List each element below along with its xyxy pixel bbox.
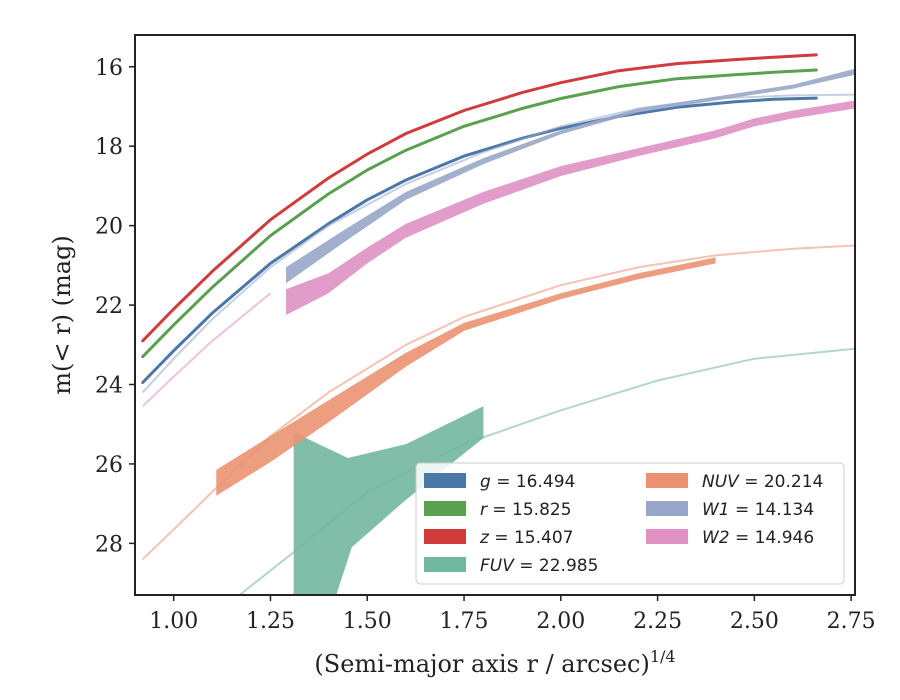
y-tick-label: 28 bbox=[95, 532, 123, 557]
legend-item: FUV = 22.985 bbox=[424, 556, 598, 576]
y-axis-label: m(< r) (mag) bbox=[48, 235, 76, 394]
y-tick-label: 26 bbox=[95, 453, 123, 478]
legend-item: W2 = 14.946 bbox=[646, 528, 814, 548]
series-fuv-band bbox=[293, 406, 484, 595]
series-z-line bbox=[141, 53, 818, 343]
x-axis-label: (Semi-major axis r / arcsec)1/4 bbox=[314, 647, 675, 678]
y-tick-label: 18 bbox=[95, 135, 123, 160]
legend-swatch bbox=[646, 473, 688, 488]
legend-item: z = 15.407 bbox=[424, 528, 573, 548]
legend-label: FUV = 22.985 bbox=[480, 556, 598, 576]
series-r-line bbox=[141, 68, 818, 359]
y-tick-label: 20 bbox=[95, 215, 123, 240]
legend-label: g = 16.494 bbox=[480, 472, 575, 492]
legend-item: r = 15.825 bbox=[424, 500, 572, 520]
axes: 1.00 1.25 1.50 1.75 2.00 2.25 2.50 2.75 16 18 20 22… bbox=[95, 34, 876, 634]
legend-swatch bbox=[646, 501, 688, 516]
plot-area bbox=[141, 53, 855, 595]
legend-item: W1 = 14.134 bbox=[646, 500, 814, 520]
legend: g = 16.494 r = 15.825 z = 15.407 FUV = 22.9… bbox=[415, 462, 845, 585]
y-tick-label: 22 bbox=[95, 294, 123, 319]
legend-item: NUV = 20.214 bbox=[646, 472, 823, 492]
series-g-line bbox=[141, 96, 818, 384]
y-tick-label: 24 bbox=[95, 374, 123, 399]
legend-label: W1 = 14.134 bbox=[702, 500, 814, 520]
y-tick-label: 16 bbox=[95, 56, 123, 81]
legend-box bbox=[415, 462, 845, 585]
series-w1-model-line bbox=[141, 93, 855, 394]
x-tick-label: 2.00 bbox=[536, 609, 585, 634]
legend-label: W2 = 14.946 bbox=[702, 528, 814, 548]
plot-clip-group bbox=[141, 53, 855, 595]
legend-label: z = 15.407 bbox=[479, 528, 573, 548]
x-tick-label: 1.75 bbox=[440, 609, 489, 634]
x-axis-label-superscript: 1/4 bbox=[650, 647, 676, 666]
legend-swatch bbox=[424, 501, 466, 516]
series-nuv-model-line bbox=[142, 244, 855, 561]
x-tick-label: 1.50 bbox=[343, 609, 392, 634]
series-w2-model-line bbox=[142, 292, 272, 408]
legend-swatch bbox=[646, 529, 688, 544]
plot-frame bbox=[134, 34, 856, 596]
legend-swatch bbox=[424, 529, 466, 544]
x-tick-label: 1.00 bbox=[149, 609, 198, 634]
legend-label: NUV = 20.214 bbox=[702, 472, 823, 492]
legend-label: r = 15.825 bbox=[480, 500, 572, 520]
x-tick-label: 2.25 bbox=[633, 609, 682, 634]
legend-swatch bbox=[424, 557, 466, 572]
x-tick-label: 1.25 bbox=[246, 609, 295, 634]
x-tick-label: 2.50 bbox=[730, 609, 779, 634]
legend-item: g = 16.494 bbox=[424, 472, 575, 492]
legend-swatch bbox=[424, 473, 466, 488]
x-tick-label: 2.75 bbox=[827, 609, 876, 634]
